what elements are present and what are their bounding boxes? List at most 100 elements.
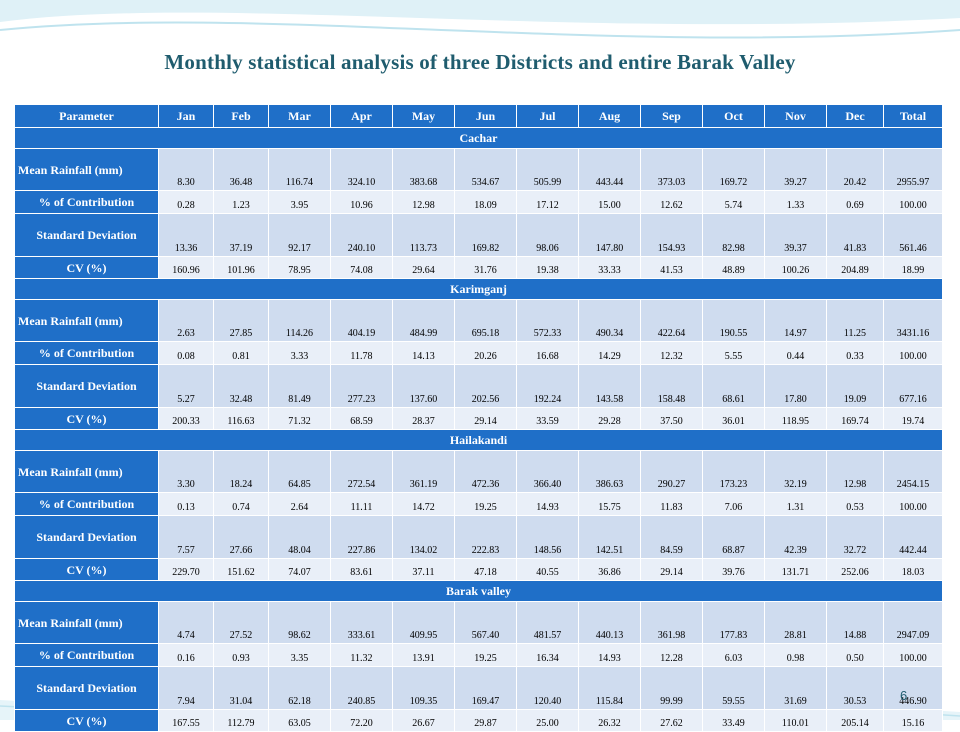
table-cell: 383.68 <box>392 148 455 191</box>
table-cell: 113.73 <box>392 213 455 257</box>
table-cell: 131.71 <box>764 558 827 581</box>
table-cell: 39.27 <box>764 148 827 191</box>
table-cell: 27.66 <box>213 515 269 559</box>
table-cell: 47.18 <box>454 558 517 581</box>
table-cell: 200.33 <box>158 407 214 430</box>
table-cell: 2947.09 <box>883 601 943 644</box>
table-cell: 0.98 <box>764 643 827 667</box>
table-cell: 71.32 <box>268 407 331 430</box>
table-cell: 10.96 <box>330 190 393 214</box>
table-cell: 0.53 <box>826 492 884 516</box>
table-cell: 442.44 <box>883 515 943 559</box>
table-cell: 137.60 <box>392 364 455 408</box>
table-cell: 33.49 <box>702 709 765 732</box>
table-cell: 74.07 <box>268 558 331 581</box>
table-cell: 29.14 <box>640 558 703 581</box>
table-cell: 98.62 <box>268 601 331 644</box>
column-header-jun: Jun <box>454 104 517 128</box>
table-cell: 5.74 <box>702 190 765 214</box>
row-label: CV (%) <box>14 558 159 581</box>
table-cell: 561.46 <box>883 213 943 257</box>
table-cell: 116.63 <box>213 407 269 430</box>
table-row: Standard Deviation 5.27 32.48 81.49 277.23 13… <box>14 364 943 408</box>
table-cell: 14.97 <box>764 299 827 342</box>
table-cell: 19.38 <box>516 256 579 279</box>
table-cell: 11.32 <box>330 643 393 667</box>
table-cell: 154.93 <box>640 213 703 257</box>
table-cell: 31.76 <box>454 256 517 279</box>
column-header-apr: Apr <box>330 104 393 128</box>
table-cell: 12.98 <box>392 190 455 214</box>
row-label: % of Contribution <box>14 190 159 214</box>
table-cell: 28.81 <box>764 601 827 644</box>
table-cell: 1.31 <box>764 492 827 516</box>
table-cell: 0.33 <box>826 341 884 365</box>
table-row: Standard Deviation 13.36 37.19 92.17 240.10 1… <box>14 213 943 257</box>
table-cell: 39.76 <box>702 558 765 581</box>
table-cell: 110.01 <box>764 709 827 732</box>
district-row: Barak valley <box>14 580 943 602</box>
table-cell: 440.13 <box>578 601 641 644</box>
table-cell: 204.89 <box>826 256 884 279</box>
table-cell: 205.14 <box>826 709 884 732</box>
table-cell: 120.40 <box>516 666 579 710</box>
table-row: % of Contribution 0.28 1.23 3.95 10.96 12.98 1… <box>14 190 943 214</box>
table-cell: 7.06 <box>702 492 765 516</box>
table-cell: 19.09 <box>826 364 884 408</box>
table-cell: 366.40 <box>516 450 579 493</box>
table-cell: 0.28 <box>158 190 214 214</box>
table-cell: 192.24 <box>516 364 579 408</box>
table-cell: 177.83 <box>702 601 765 644</box>
table-cell: 36.01 <box>702 407 765 430</box>
row-label: Mean Rainfall (mm) <box>14 148 159 191</box>
row-label: Standard Deviation <box>14 515 159 559</box>
table-cell: 11.25 <box>826 299 884 342</box>
row-label: % of Contribution <box>14 492 159 516</box>
table-cell: 41.83 <box>826 213 884 257</box>
table-cell: 92.17 <box>268 213 331 257</box>
table-cell: 252.06 <box>826 558 884 581</box>
table-cell: 169.72 <box>702 148 765 191</box>
table-cell: 443.44 <box>578 148 641 191</box>
table-cell: 481.57 <box>516 601 579 644</box>
table-cell: 32.48 <box>213 364 269 408</box>
table-cell: 116.74 <box>268 148 331 191</box>
table-cell: 386.63 <box>578 450 641 493</box>
page-number: 6 <box>900 688 908 703</box>
table-cell: 0.81 <box>213 341 269 365</box>
table-cell: 1.23 <box>213 190 269 214</box>
table-row: % of Contribution 0.08 0.81 3.33 11.78 14.13 2… <box>14 341 943 365</box>
table-cell: 14.29 <box>578 341 641 365</box>
table-cell: 2.63 <box>158 299 214 342</box>
table-cell: 16.34 <box>516 643 579 667</box>
table-cell: 11.78 <box>330 341 393 365</box>
table-cell: 17.80 <box>764 364 827 408</box>
table-cell: 6.03 <box>702 643 765 667</box>
table-cell: 8.30 <box>158 148 214 191</box>
table-cell: 7.57 <box>158 515 214 559</box>
table-cell: 101.96 <box>213 256 269 279</box>
district-row: Karimganj <box>14 278 943 300</box>
slide-title: Monthly statistical analysis of three Di… <box>164 50 796 74</box>
table-cell: 62.18 <box>268 666 331 710</box>
table-cell: 505.99 <box>516 148 579 191</box>
table-cell: 68.87 <box>702 515 765 559</box>
table-cell: 0.74 <box>213 492 269 516</box>
table-cell: 147.80 <box>578 213 641 257</box>
table-cell: 169.82 <box>454 213 517 257</box>
table-cell: 114.26 <box>268 299 331 342</box>
table-cell: 3.30 <box>158 450 214 493</box>
table-cell: 12.98 <box>826 450 884 493</box>
table-cell: 0.93 <box>213 643 269 667</box>
table-cell: 29.64 <box>392 256 455 279</box>
table-cell: 202.56 <box>454 364 517 408</box>
table-cell: 3.95 <box>268 190 331 214</box>
table-cell: 277.23 <box>330 364 393 408</box>
table-cell: 29.87 <box>454 709 517 732</box>
table-cell: 112.79 <box>213 709 269 732</box>
table-cell: 240.10 <box>330 213 393 257</box>
table-row: CV (%) 167.55 112.79 63.05 72.20 26.67 29.87 25… <box>14 709 943 732</box>
table-cell: 29.14 <box>454 407 517 430</box>
table-cell: 18.03 <box>883 558 943 581</box>
table-cell: 148.56 <box>516 515 579 559</box>
